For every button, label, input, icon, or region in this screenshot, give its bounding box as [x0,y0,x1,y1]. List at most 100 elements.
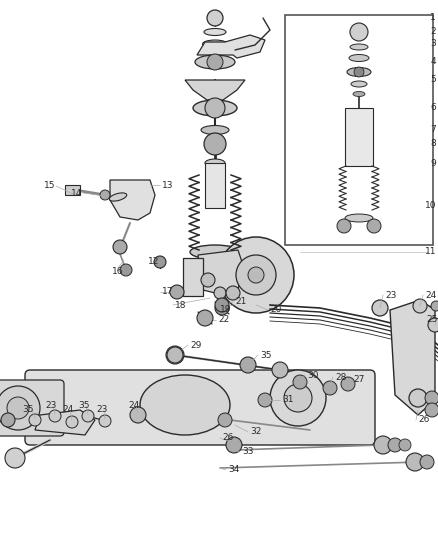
FancyBboxPatch shape [0,380,64,436]
Text: 13: 13 [162,181,173,190]
Bar [205,163,225,208]
Circle shape [29,414,41,426]
Text: 24: 24 [425,290,436,300]
Ellipse shape [349,54,369,61]
Circle shape [409,389,427,407]
Text: 12: 12 [148,257,159,266]
Text: 3: 3 [430,39,436,49]
Circle shape [207,54,223,70]
Circle shape [5,448,25,468]
Circle shape [201,273,215,287]
Circle shape [215,301,229,315]
Polygon shape [185,80,245,100]
Text: 25: 25 [427,316,438,325]
Ellipse shape [205,159,225,167]
Circle shape [406,453,424,471]
Text: 28: 28 [335,373,346,382]
Circle shape [205,98,225,118]
Bar [285,15,433,245]
Text: 9: 9 [430,158,436,167]
Circle shape [367,219,381,233]
Circle shape [215,298,229,312]
Circle shape [214,287,226,299]
Circle shape [166,346,184,364]
Circle shape [431,301,438,311]
Ellipse shape [195,55,235,69]
Text: 26: 26 [222,433,233,442]
Circle shape [120,264,132,276]
Ellipse shape [345,214,373,222]
Circle shape [337,219,351,233]
Text: 24: 24 [128,401,139,410]
Text: 35: 35 [260,351,272,359]
Circle shape [399,439,411,451]
Circle shape [323,381,337,395]
Ellipse shape [193,100,237,116]
Text: 34: 34 [228,465,240,474]
Ellipse shape [202,40,227,48]
Circle shape [226,286,240,300]
Circle shape [354,67,364,77]
Circle shape [113,240,127,254]
Ellipse shape [109,193,127,201]
Circle shape [272,362,288,378]
Ellipse shape [353,92,365,96]
Text: 20: 20 [270,305,281,314]
Bar [183,258,203,296]
Text: 4: 4 [431,58,436,67]
Circle shape [341,377,355,391]
Circle shape [167,347,183,363]
Text: 16: 16 [112,268,124,277]
Text: 27: 27 [353,376,364,384]
Circle shape [425,403,438,417]
Circle shape [293,375,307,389]
Ellipse shape [140,375,230,435]
Text: 33: 33 [242,448,254,456]
Text: 14: 14 [71,189,82,198]
Circle shape [428,318,438,332]
Circle shape [420,455,434,469]
Circle shape [284,384,312,412]
Polygon shape [198,250,243,295]
Circle shape [218,237,294,313]
Circle shape [372,300,388,316]
Text: 15: 15 [43,182,55,190]
Text: 8: 8 [430,140,436,149]
Ellipse shape [201,125,229,134]
Text: 10: 10 [424,200,436,209]
Bar [345,108,373,166]
Text: 35: 35 [22,406,33,415]
Ellipse shape [347,68,371,77]
Text: 6: 6 [430,103,436,112]
Circle shape [270,370,326,426]
Circle shape [0,386,40,430]
Polygon shape [110,180,155,220]
Text: 19: 19 [220,305,232,314]
Polygon shape [35,410,95,435]
Circle shape [100,190,110,200]
FancyBboxPatch shape [25,370,375,445]
Circle shape [197,310,213,326]
Circle shape [236,255,276,295]
Text: 30: 30 [307,370,318,379]
Circle shape [130,407,146,423]
Text: 5: 5 [430,76,436,85]
Ellipse shape [190,245,240,259]
Circle shape [49,410,61,422]
Circle shape [82,410,94,422]
Circle shape [7,397,29,419]
Text: 2: 2 [431,28,436,36]
Text: 24: 24 [62,406,73,415]
Bar [65,185,80,195]
Polygon shape [197,35,265,58]
Circle shape [388,438,402,452]
Circle shape [240,357,256,373]
Text: 7: 7 [430,125,436,134]
Circle shape [99,415,111,427]
Text: 31: 31 [282,395,293,405]
Text: 17: 17 [162,287,173,296]
Text: 23: 23 [96,406,107,415]
Circle shape [154,256,166,268]
Text: 21: 21 [235,297,246,306]
Circle shape [1,413,15,427]
